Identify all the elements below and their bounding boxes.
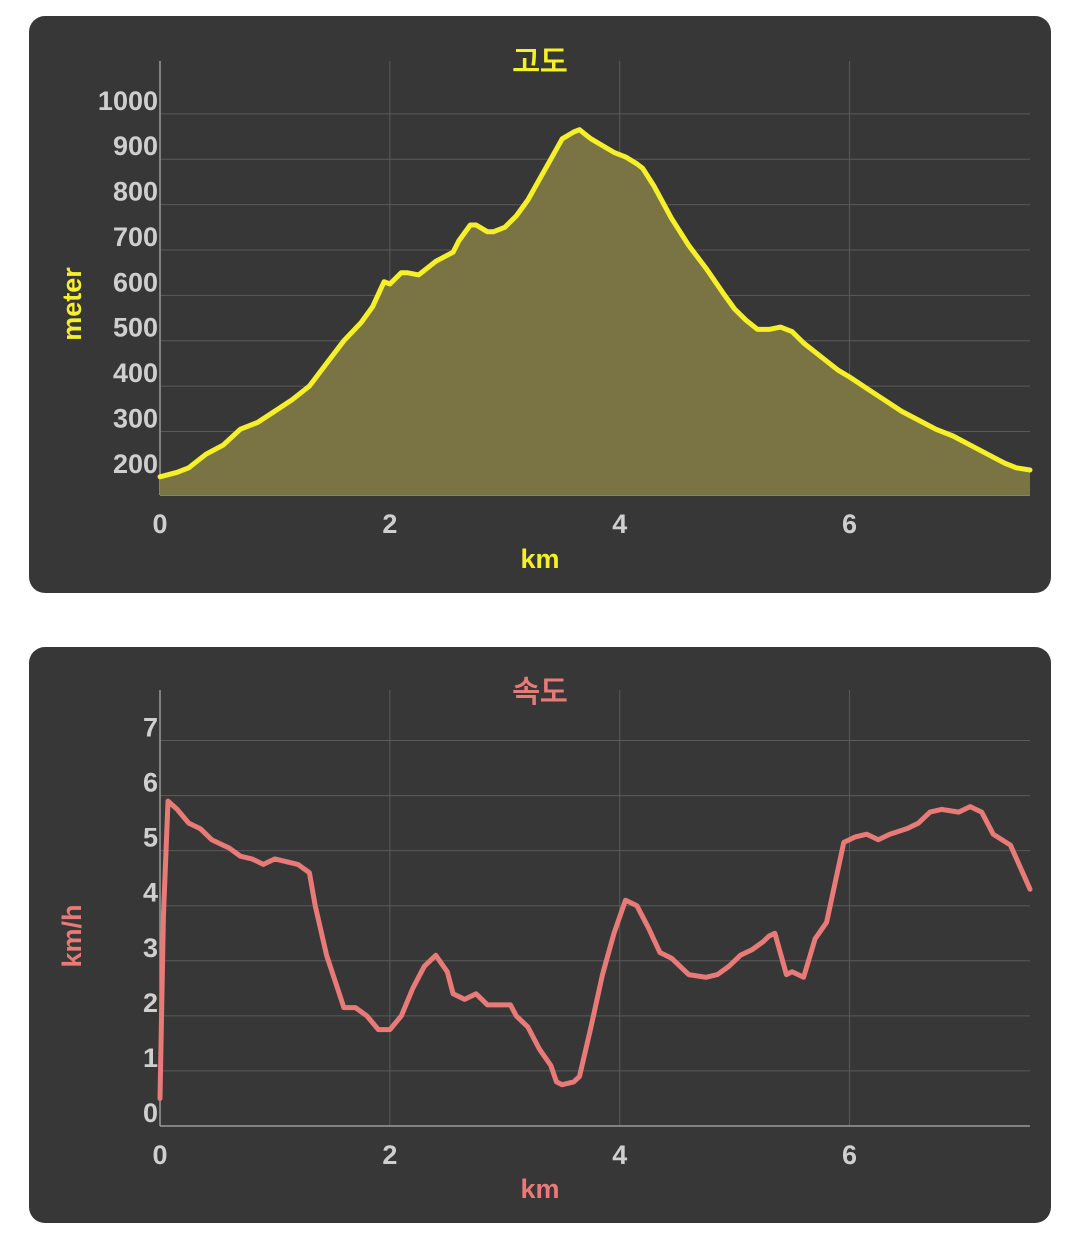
elevation-series-line xyxy=(157,127,1033,480)
elev-y-tick-label: 500 xyxy=(113,313,158,343)
elev-y-tick-label: 600 xyxy=(113,267,158,297)
speed-chart-title: 속도 xyxy=(512,675,567,710)
elev-x-tick-label: 6 xyxy=(842,509,857,539)
speed-y-tick-label: 7 xyxy=(143,713,158,743)
elev-y-tick-label: 400 xyxy=(113,358,158,388)
elev-y-tick-label: 300 xyxy=(113,403,158,433)
speed-y-tick-label: 5 xyxy=(143,823,158,853)
speed-y-tick-label: 4 xyxy=(143,878,158,908)
elev-x-tick-label: 0 xyxy=(152,509,167,539)
elev-x-tick-label: 4 xyxy=(612,509,627,539)
speed-series-line xyxy=(157,798,1033,1101)
elev-y-tick-label: 900 xyxy=(113,131,158,161)
elev-y-tick-label: 700 xyxy=(113,222,158,252)
elevation-y-axis-label: meter xyxy=(57,267,87,341)
elev-x-tick-label: 2 xyxy=(382,509,397,539)
elev-y-tick-label: 200 xyxy=(113,449,158,479)
speed-y-tick-label: 2 xyxy=(143,988,158,1018)
elev-y-tick-label: 1000 xyxy=(98,86,158,116)
speed-y-tick-label: 6 xyxy=(143,768,158,798)
speed-x-tick-label: 2 xyxy=(382,1140,397,1170)
elevation-chart-title: 고도 xyxy=(512,45,567,80)
speed-y-axis-label: km/h xyxy=(57,904,87,967)
speed-x-tick-label: 0 xyxy=(152,1140,167,1170)
speed-x-tick-label: 6 xyxy=(842,1140,857,1170)
speed-chart-card: 0 1 2 3 4 5 6 7 0 2 4 6 속도 km km/h xyxy=(29,647,1051,1223)
elevation-x-axis-label: km xyxy=(520,544,559,574)
speed-y-tick-label: 1 xyxy=(143,1043,158,1073)
elevation-area-fill xyxy=(160,129,1030,495)
speed-y-tick-label: 0 xyxy=(143,1098,158,1128)
elev-y-tick-label: 800 xyxy=(113,177,158,207)
speed-x-tick-label: 4 xyxy=(612,1140,627,1170)
speed-chart: 0 1 2 3 4 5 6 7 0 2 4 6 속도 km km/h xyxy=(57,675,1033,1204)
speed-x-axis-label: km xyxy=(520,1174,559,1204)
speed-y-tick-label: 3 xyxy=(143,933,158,963)
